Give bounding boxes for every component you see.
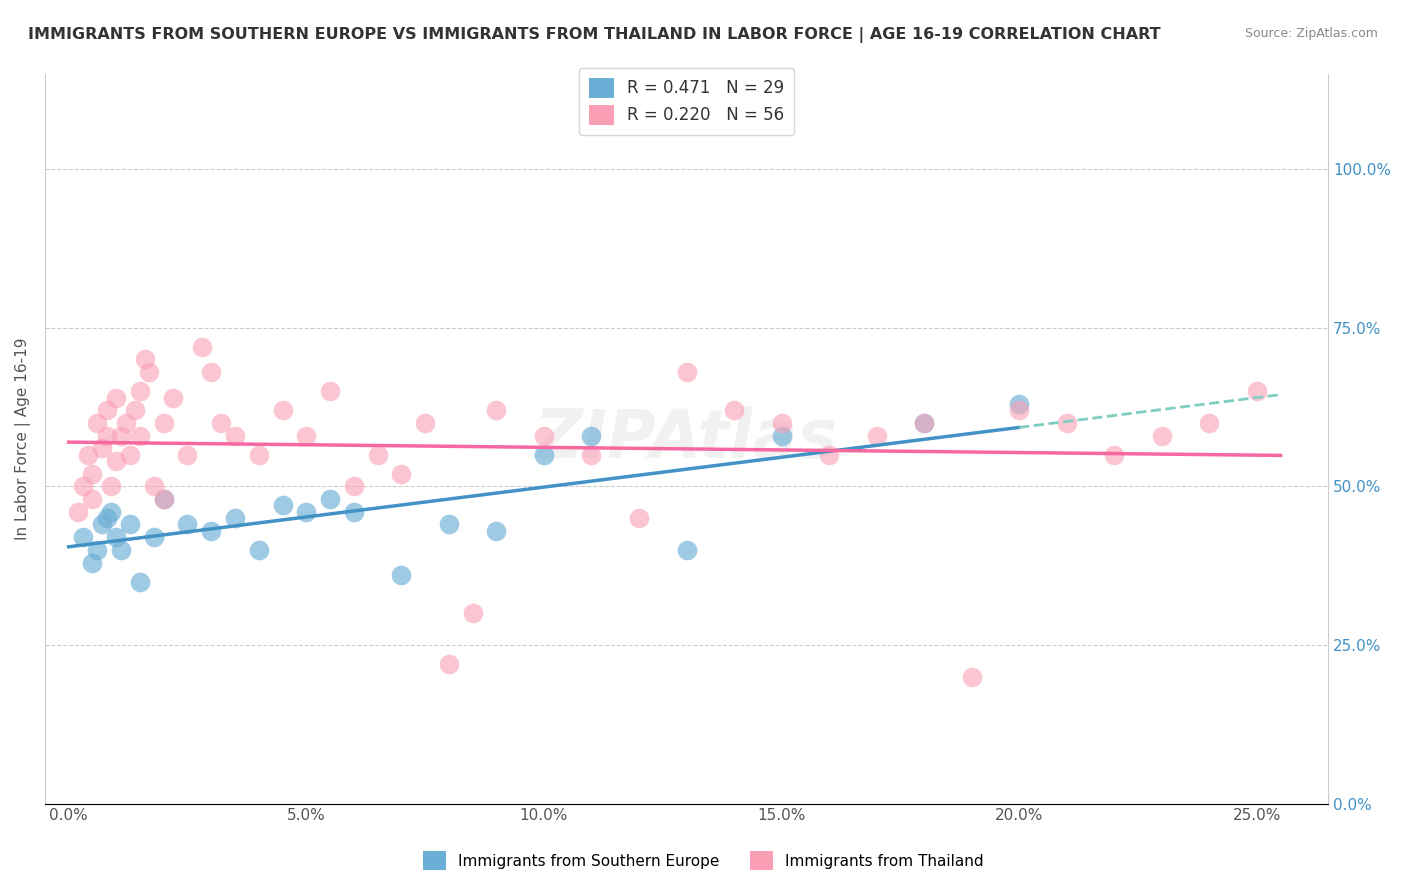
- Point: [912, 416, 935, 430]
- Point: [295, 428, 318, 442]
- Point: [1008, 397, 1031, 411]
- Point: [247, 542, 270, 557]
- Point: [224, 428, 246, 442]
- Point: [105, 391, 128, 405]
- Point: [129, 574, 152, 589]
- Point: [82, 467, 104, 481]
- Point: [295, 505, 318, 519]
- Point: [1246, 384, 1268, 399]
- Point: [271, 499, 294, 513]
- Point: [162, 391, 184, 405]
- Text: Source: ZipAtlas.com: Source: ZipAtlas.com: [1244, 27, 1378, 40]
- Point: [72, 479, 94, 493]
- Point: [190, 340, 212, 354]
- Point: [72, 530, 94, 544]
- Point: [105, 530, 128, 544]
- Point: [437, 657, 460, 671]
- Point: [90, 517, 112, 532]
- Point: [152, 416, 174, 430]
- Point: [110, 428, 132, 442]
- Point: [152, 491, 174, 506]
- Point: [129, 384, 152, 399]
- Point: [437, 517, 460, 532]
- Point: [143, 530, 166, 544]
- Point: [389, 467, 412, 481]
- Point: [1008, 403, 1031, 417]
- Point: [770, 428, 793, 442]
- Point: [129, 428, 152, 442]
- Point: [138, 365, 160, 379]
- Point: [82, 491, 104, 506]
- Text: ZIPAtlas: ZIPAtlas: [534, 406, 838, 472]
- Point: [100, 479, 122, 493]
- Point: [200, 365, 222, 379]
- Point: [96, 428, 118, 442]
- Point: [224, 511, 246, 525]
- Point: [1104, 448, 1126, 462]
- Point: [120, 448, 142, 462]
- Point: [627, 511, 650, 525]
- Point: [86, 542, 108, 557]
- Point: [533, 448, 555, 462]
- Point: [912, 416, 935, 430]
- Point: [90, 442, 112, 456]
- Point: [413, 416, 436, 430]
- Point: [675, 365, 697, 379]
- Point: [100, 505, 122, 519]
- Point: [818, 448, 841, 462]
- Point: [105, 454, 128, 468]
- Point: [461, 607, 484, 621]
- Point: [143, 479, 166, 493]
- Point: [1056, 416, 1078, 430]
- Point: [343, 479, 366, 493]
- Point: [1150, 428, 1173, 442]
- Point: [247, 448, 270, 462]
- Point: [200, 524, 222, 538]
- Point: [319, 384, 342, 399]
- Text: IMMIGRANTS FROM SOUTHERN EUROPE VS IMMIGRANTS FROM THAILAND IN LABOR FORCE | AGE: IMMIGRANTS FROM SOUTHERN EUROPE VS IMMIG…: [28, 27, 1161, 43]
- Point: [960, 670, 983, 684]
- Legend: Immigrants from Southern Europe, Immigrants from Thailand: Immigrants from Southern Europe, Immigra…: [416, 846, 990, 876]
- Point: [485, 524, 508, 538]
- Point: [271, 403, 294, 417]
- Point: [581, 448, 603, 462]
- Point: [723, 403, 745, 417]
- Point: [367, 448, 389, 462]
- Point: [389, 568, 412, 582]
- Point: [533, 428, 555, 442]
- Point: [865, 428, 887, 442]
- Point: [176, 448, 198, 462]
- Point: [485, 403, 508, 417]
- Point: [124, 403, 146, 417]
- Point: [209, 416, 232, 430]
- Point: [110, 542, 132, 557]
- Point: [319, 491, 342, 506]
- Point: [770, 416, 793, 430]
- Point: [176, 517, 198, 532]
- Point: [86, 416, 108, 430]
- Point: [343, 505, 366, 519]
- Point: [152, 491, 174, 506]
- Point: [67, 505, 90, 519]
- Point: [581, 428, 603, 442]
- Point: [1198, 416, 1220, 430]
- Point: [82, 556, 104, 570]
- Point: [96, 511, 118, 525]
- Point: [120, 517, 142, 532]
- Point: [76, 448, 98, 462]
- Point: [675, 542, 697, 557]
- Legend: R = 0.471   N = 29, R = 0.220   N = 56: R = 0.471 N = 29, R = 0.220 N = 56: [579, 68, 794, 135]
- Point: [114, 416, 136, 430]
- Point: [134, 352, 156, 367]
- Point: [96, 403, 118, 417]
- Y-axis label: In Labor Force | Age 16-19: In Labor Force | Age 16-19: [15, 337, 31, 540]
